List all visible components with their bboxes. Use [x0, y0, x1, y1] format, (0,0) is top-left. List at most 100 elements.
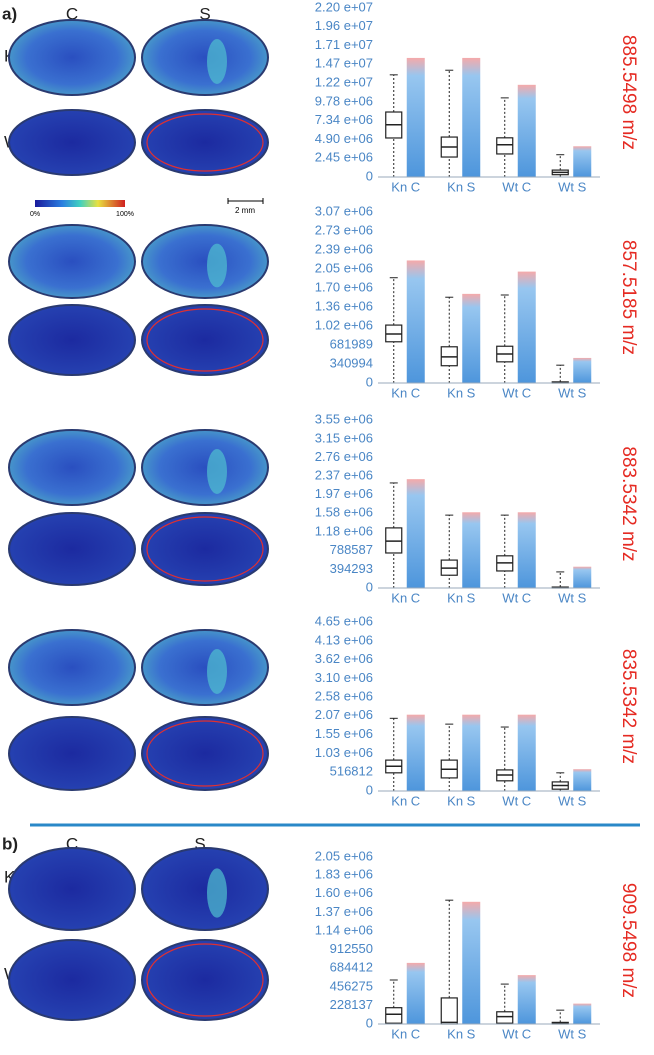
- y-tick-label: 3.55 e+06: [315, 411, 373, 426]
- column-label: S: [194, 834, 205, 853]
- brain-section: [141, 304, 269, 376]
- y-tick-label: 2.45 e+06: [315, 150, 373, 165]
- x-tick-label: Wt C: [502, 1026, 531, 1041]
- x-tick-label: Wt S: [558, 385, 586, 400]
- x-tick-label: Wt S: [558, 1026, 586, 1041]
- x-tick-label: Wt C: [502, 385, 531, 400]
- y-tick-label: 2.05 e+06: [315, 848, 373, 863]
- y-tick-label: 1.96 e+07: [315, 18, 373, 33]
- x-tick-label: Wt S: [558, 179, 586, 194]
- y-tick-label: 1.14 e+06: [315, 923, 373, 938]
- x-tick-label: Wt C: [502, 590, 531, 605]
- y-tick-label: 0: [366, 374, 373, 389]
- y-tick-label: 340994: [330, 355, 373, 370]
- x-tick-label: Wt S: [558, 793, 586, 808]
- y-tick-label: 1.22 e+07: [315, 75, 373, 90]
- y-tick-label: 228137: [330, 997, 373, 1012]
- column-label: S: [199, 4, 210, 23]
- colorbar-label: 0%: [30, 211, 40, 218]
- y-tick-label: 2.76 e+06: [315, 449, 373, 464]
- y-axis-label: 857.5185 m/z: [618, 240, 639, 355]
- y-tick-label: 2.37 e+06: [315, 467, 373, 482]
- point-cloud: [406, 479, 425, 588]
- y-tick-label: 1.83 e+06: [315, 866, 373, 881]
- y-tick-label: 3.15 e+06: [315, 430, 373, 445]
- y-tick-label: 684412: [330, 960, 373, 975]
- colorbar-label: 100%: [116, 211, 134, 218]
- y-tick-label: 681989: [330, 336, 373, 351]
- panel-label: b): [2, 834, 18, 853]
- x-tick-label: Kn S: [447, 179, 476, 194]
- brain-section: [8, 847, 136, 931]
- point-cloud: [517, 512, 536, 588]
- brain-section: [8, 629, 136, 706]
- region-outline: [146, 720, 264, 787]
- y-tick-label: 0: [366, 782, 373, 797]
- brain-section: [141, 224, 269, 299]
- y-tick-label: 1.97 e+06: [315, 486, 373, 501]
- box: [385, 1007, 403, 1024]
- x-tick-label: Kn C: [391, 590, 420, 605]
- panel-label: a): [2, 4, 17, 23]
- y-tick-label: 0: [366, 579, 373, 594]
- hotspot: [207, 868, 227, 918]
- x-tick-label: Wt C: [502, 179, 531, 194]
- x-tick-label: Kn C: [391, 793, 420, 808]
- y-tick-label: 1.60 e+06: [315, 885, 373, 900]
- point-cloud: [517, 271, 536, 383]
- point-cloud: [573, 566, 592, 588]
- brain-section: [8, 109, 136, 176]
- region-outline: [146, 308, 264, 372]
- point-cloud: [406, 57, 425, 177]
- column-label: C: [66, 4, 78, 23]
- brain-section: [141, 939, 269, 1021]
- brain-section: [141, 512, 269, 586]
- x-tick-label: Kn C: [391, 1026, 420, 1041]
- y-tick-label: 0: [366, 168, 373, 183]
- y-tick-label: 2.05 e+06: [315, 260, 373, 275]
- y-tick-label: 1.02 e+06: [315, 318, 373, 333]
- y-tick-label: 1.36 e+06: [315, 299, 373, 314]
- brain-section: [8, 429, 136, 506]
- box: [496, 137, 514, 155]
- point-cloud: [406, 260, 425, 383]
- x-tick-label: Wt C: [502, 793, 531, 808]
- y-tick-label: 912550: [330, 941, 373, 956]
- y-axis-label: 883.5342 m/z: [618, 446, 639, 561]
- y-tick-label: 9.78 e+06: [315, 93, 373, 108]
- point-cloud: [517, 714, 536, 791]
- y-tick-label: 1.58 e+06: [315, 505, 373, 520]
- y-tick-label: 2.73 e+06: [315, 222, 373, 237]
- point-cloud: [517, 84, 536, 177]
- point-cloud: [462, 57, 481, 177]
- y-tick-label: 1.47 e+07: [315, 56, 373, 71]
- brain-section: [141, 109, 269, 176]
- y-tick-label: 2.39 e+06: [315, 241, 373, 256]
- y-tick-label: 1.55 e+06: [315, 726, 373, 741]
- brain-section: [141, 19, 269, 96]
- y-tick-label: 4.65 e+06: [315, 613, 373, 628]
- x-tick-label: Kn S: [447, 590, 476, 605]
- colorbar: [35, 200, 125, 207]
- y-tick-label: 1.37 e+06: [315, 904, 373, 919]
- y-tick-label: 1.70 e+06: [315, 280, 373, 295]
- point-cloud: [573, 769, 592, 791]
- point-cloud: [462, 512, 481, 588]
- y-tick-label: 1.18 e+06: [315, 524, 373, 539]
- y-tick-label: 2.20 e+07: [315, 0, 373, 14]
- point-cloud: [573, 1003, 592, 1024]
- y-tick-label: 0: [366, 1015, 373, 1030]
- point-cloud: [462, 293, 481, 383]
- y-tick-label: 788587: [330, 542, 373, 557]
- scale-bar: [227, 198, 264, 204]
- scale-bar-label: 2 mm: [235, 206, 255, 215]
- brain-section: [141, 847, 269, 931]
- x-tick-label: Kn S: [447, 1026, 476, 1041]
- point-cloud: [406, 714, 425, 791]
- point-cloud: [573, 146, 592, 177]
- y-tick-label: 4.90 e+06: [315, 131, 373, 146]
- y-tick-label: 3.62 e+06: [315, 651, 373, 666]
- y-tick-label: 456275: [330, 978, 373, 993]
- brain-section: [8, 512, 136, 586]
- x-tick-label: Kn C: [391, 179, 420, 194]
